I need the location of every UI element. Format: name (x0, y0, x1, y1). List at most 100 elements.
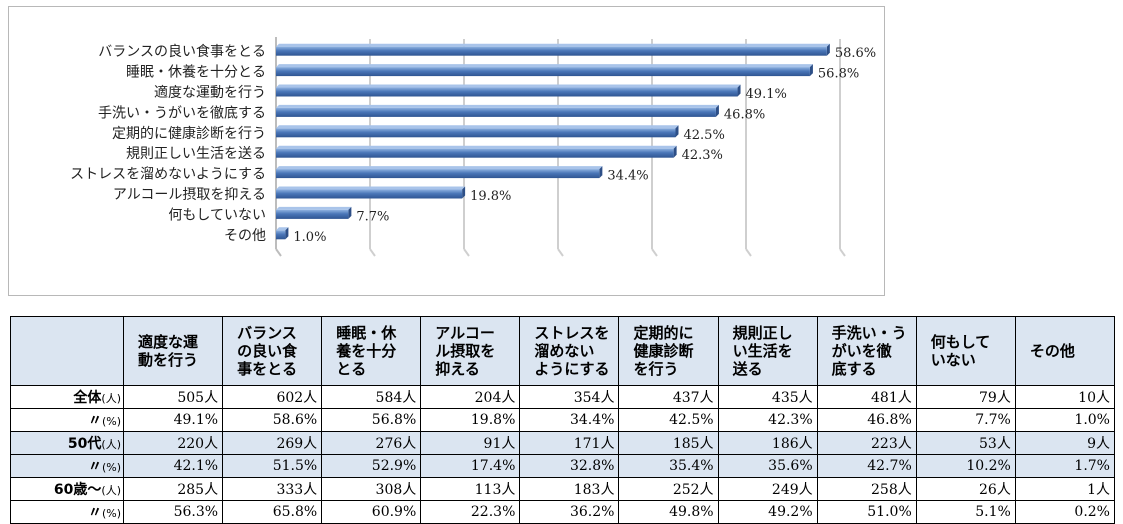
category-label: 適度な運動を行う (154, 84, 266, 101)
table-cell: 56.8% (321, 408, 422, 432)
table-cell: 1.0% (1014, 408, 1116, 432)
table-cell: 602人 (222, 385, 323, 409)
table-cell: 49.8% (618, 500, 719, 524)
table-cell: 435人 (717, 385, 818, 409)
bar-top (276, 125, 679, 129)
table-cell: 19.8% (420, 408, 521, 432)
gridline-foot (557, 248, 564, 257)
gridline-foot (369, 248, 376, 257)
table-cell: 52.9% (321, 454, 422, 478)
bar-top (276, 104, 719, 108)
table-cell: 42.7% (816, 454, 917, 478)
table-cell: 58.6% (222, 408, 323, 432)
table-cell: 1.7% (1014, 454, 1116, 478)
bar-top (276, 84, 741, 88)
bar (276, 209, 349, 219)
bar (276, 148, 674, 158)
bar-end (285, 227, 289, 240)
bar (276, 128, 676, 138)
gridline-foot (463, 248, 470, 257)
bar-top (276, 166, 603, 170)
table-row: 〃(%) 42.1% 51.5% 52.9% 17.4% 32.8% 35.4% 35.6% 4… (10, 454, 1116, 478)
data-label: 46.8% (724, 107, 765, 122)
row-label: 全体(人) (10, 385, 124, 409)
row-label: 〃(%) (10, 408, 124, 432)
bar-top (276, 227, 289, 231)
table-cell: 249人 (717, 477, 818, 501)
row-label: 50代(人) (10, 431, 124, 455)
gridline-foot (839, 248, 846, 257)
table-cell: 35.4% (618, 454, 719, 478)
data-label: 49.1% (746, 87, 787, 102)
data-label: 42.5% (684, 128, 725, 143)
bar (276, 230, 286, 240)
column-header: 手洗い・う がいを徹 底する (816, 316, 917, 386)
table-cell: 1人 (1014, 477, 1116, 501)
table-cell: 333人 (222, 477, 323, 501)
table-corner-cell (10, 316, 124, 386)
table-cell: 34.4% (519, 408, 620, 432)
bar (276, 87, 738, 97)
table-cell: 252人 (618, 477, 719, 501)
column-header: 定期的に 健康診断 を行う (618, 316, 719, 386)
gridline-foot (651, 248, 658, 257)
bar-end (599, 166, 603, 179)
category-label: 睡眠・休養を十分とる (126, 64, 266, 81)
table-cell: 46.8% (816, 408, 917, 432)
table-cell: 17.4% (420, 454, 521, 478)
table-cell: 10人 (1014, 385, 1116, 409)
bar (276, 107, 716, 117)
category-label: アルコール摂取を抑える (113, 187, 266, 203)
table-cell: 269人 (222, 431, 323, 455)
table-row: 全体(人) 505人 602人 584人 204人 354人 437人 435人 481人 79人… (10, 385, 1116, 409)
bar-end (715, 104, 719, 117)
bar-end (737, 84, 741, 97)
category-label: 定期的に健康診断を行う (112, 125, 266, 142)
table-cell: 276人 (321, 431, 422, 455)
table-cell: 258人 (816, 477, 917, 501)
table-cell: 42.3% (717, 408, 818, 432)
y-axis-foot (275, 248, 282, 257)
bar-end (826, 43, 830, 56)
data-label: 7.7% (356, 209, 389, 224)
table-row: 〃(%) 49.1% 58.6% 56.8% 19.8% 34.4% 42.5% 42.3% 4… (10, 408, 1116, 432)
column-header: バランス の良い食 事をとる (222, 316, 323, 386)
bar (276, 67, 810, 77)
category-label: バランスの良い食事をとる (98, 43, 266, 60)
table-cell: 42.5% (618, 408, 719, 432)
row-label: 〃(%) (10, 454, 124, 478)
table-cell: 79人 (915, 385, 1016, 409)
bar-end (462, 186, 466, 199)
category-label: その他 (224, 228, 266, 244)
table-cell: 171人 (519, 431, 620, 455)
table-cell: 32.8% (519, 454, 620, 478)
data-label: 1.0% (293, 230, 326, 245)
table-cell: 285人 (122, 477, 224, 501)
table-cell: 42.1% (122, 454, 224, 478)
table-cell: 22.3% (420, 500, 521, 524)
table-cell: 0.2% (1014, 500, 1116, 524)
data-label: 58.6% (835, 46, 876, 61)
category-label: 何もしていない (168, 207, 266, 223)
table-header-row: 適度な運 動を行う バランス の良い食 事をとる 睡眠・休 養を十分 とる アルコー ル摂取を 抑え… (10, 316, 1116, 386)
table-cell: 56.3% (122, 500, 224, 524)
gridline-foot (745, 248, 752, 257)
bar (276, 169, 600, 179)
data-label: 56.8% (818, 67, 859, 82)
row-label: 60歳～(人) (10, 477, 124, 501)
category-label: ストレスを溜めないようにする (70, 167, 266, 183)
bar-end (809, 64, 813, 77)
table-cell: 204人 (420, 385, 521, 409)
table-row: 50代(人) 220人 269人 276人 91人 171人 185人 186人 223人 53人… (10, 431, 1116, 455)
data-label: 34.4% (607, 169, 648, 184)
bar-end (675, 125, 679, 138)
column-header: 規則正し い生活を 送る (717, 316, 818, 386)
row-label: 〃(%) (10, 500, 124, 524)
table-cell: 186人 (717, 431, 818, 455)
table-cell: 26人 (915, 477, 1016, 501)
column-header: 睡眠・休 養を十分 とる (321, 316, 422, 386)
table-cell: 437人 (618, 385, 719, 409)
table-cell: 60.9% (321, 500, 422, 524)
table-cell: 5.1% (915, 500, 1016, 524)
bar-chart-frame: バランスの良い食事をとる 58.6% 睡眠・休養を十分とる 56.8% 適度な運動を行う… (8, 6, 885, 296)
